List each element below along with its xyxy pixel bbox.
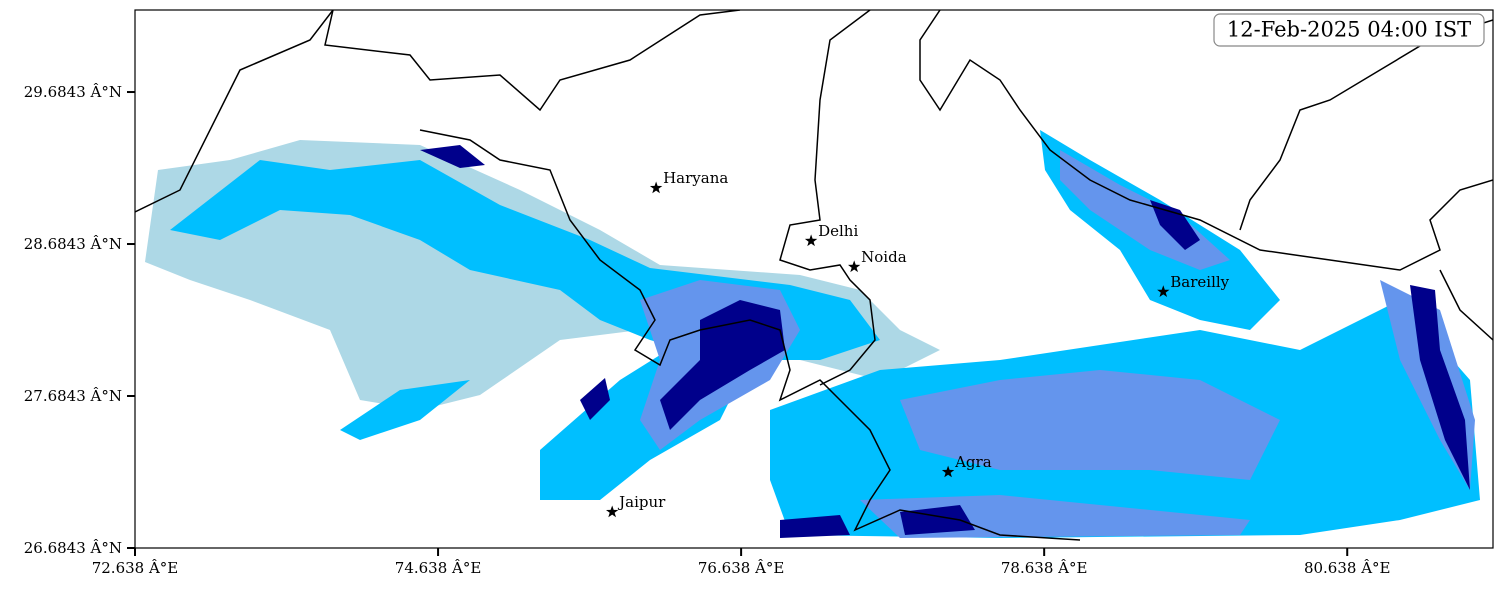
y-tick-label: 29.6843 Â°N bbox=[24, 83, 122, 101]
city-marker bbox=[941, 465, 955, 478]
x-tick-label: 72.638 Â°E bbox=[92, 559, 179, 577]
x-tick-label: 74.638 Â°E bbox=[395, 559, 482, 577]
city-label: Delhi bbox=[818, 222, 858, 240]
city-label: Bareilly bbox=[1170, 273, 1229, 291]
x-tick-label: 76.638 Â°E bbox=[698, 559, 785, 577]
y-tick-label: 27.6843 Â°N bbox=[24, 387, 122, 405]
y-tick-label: 28.6843 Â°N bbox=[24, 235, 122, 253]
city-marker bbox=[848, 260, 861, 273]
x-tick-label: 78.638 Â°E bbox=[1001, 559, 1088, 577]
city-label: Haryana bbox=[663, 169, 728, 187]
city-marker bbox=[1157, 285, 1170, 297]
timestamp-box bbox=[1213, 13, 1485, 47]
y-tick-label: 26.6843 Â°N bbox=[24, 539, 122, 557]
city-label: Agra bbox=[954, 453, 992, 471]
precipitation-field bbox=[145, 130, 1480, 538]
city-marker bbox=[606, 505, 619, 518]
city-marker bbox=[649, 181, 663, 194]
city-label: Jaipur bbox=[617, 493, 666, 511]
city-label: Noida bbox=[861, 248, 907, 266]
x-tick-label: 80.638 Â°E bbox=[1304, 559, 1391, 577]
timestamp: 12-Feb-2025 04:00 IST bbox=[1227, 18, 1471, 42]
city-marker bbox=[804, 234, 818, 247]
plot-frame bbox=[134, 9, 1494, 549]
